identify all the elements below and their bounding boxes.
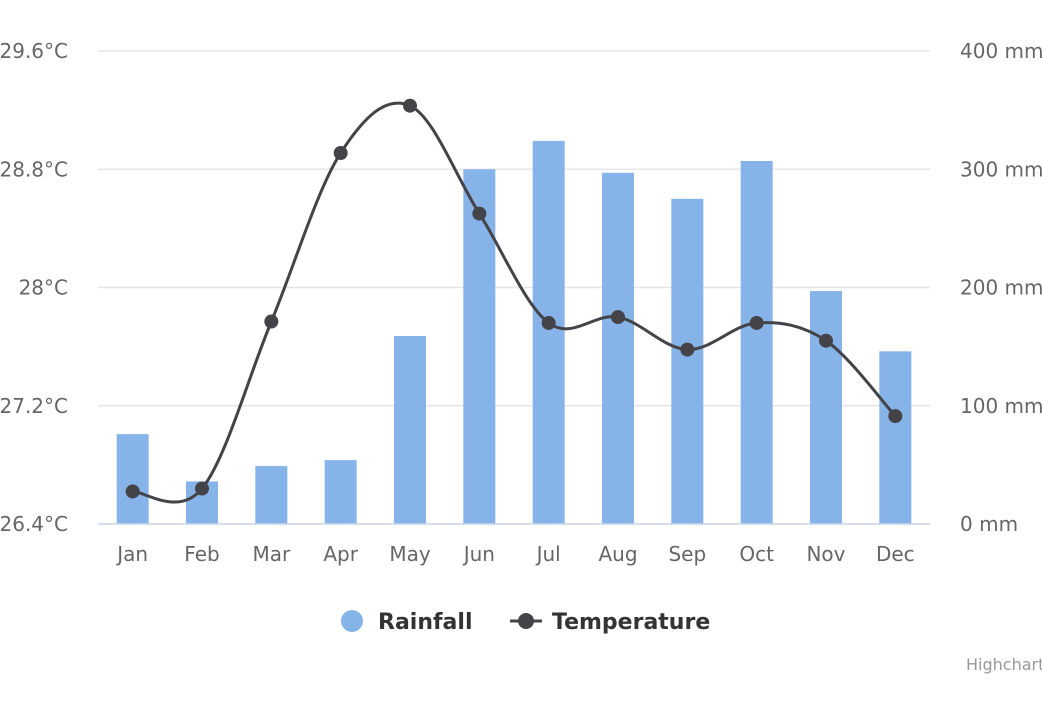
temperature-point bbox=[611, 310, 625, 325]
x-tick-label: Jan bbox=[115, 542, 148, 566]
rainfall-bar bbox=[602, 172, 634, 525]
temperature-point bbox=[195, 481, 209, 496]
rainfall-bar bbox=[879, 351, 912, 524]
temperature-spline bbox=[132, 101, 897, 504]
y-right-tick-label: 400 mm bbox=[960, 39, 1042, 63]
x-tick-label: Jun bbox=[462, 542, 495, 566]
y-left-tick-label: 29.6°C bbox=[0, 39, 68, 63]
temperature-point bbox=[819, 333, 833, 348]
legend[interactable]: Rainfall Temperature bbox=[341, 610, 710, 635]
x-tick-label: Aug bbox=[598, 542, 637, 566]
x-tick-label: Oct bbox=[739, 542, 774, 566]
y-right-tick-label: 300 mm bbox=[960, 157, 1042, 181]
y-right-tick-label: 100 mm bbox=[960, 394, 1042, 418]
x-tick-label: Jul bbox=[535, 542, 561, 566]
temperature-point bbox=[541, 315, 556, 330]
temperature-point bbox=[749, 315, 764, 330]
temperature-line bbox=[125, 98, 903, 504]
x-tick-label: Feb bbox=[184, 542, 219, 566]
x-tick-label: Dec bbox=[876, 542, 915, 566]
rainfall-bar bbox=[324, 460, 357, 524]
temperature-point bbox=[264, 314, 279, 329]
y-right-tick-label: 200 mm bbox=[960, 276, 1042, 300]
rainfall-bar bbox=[532, 140, 565, 524]
temperature-point bbox=[680, 342, 695, 357]
legend-label-rainfall: Rainfall bbox=[378, 610, 473, 635]
temperature-point bbox=[125, 484, 140, 499]
rainfall-bar bbox=[740, 160, 773, 524]
rainfall-bar bbox=[671, 198, 704, 524]
y-left-tick-label: 28.8°C bbox=[0, 157, 68, 181]
temperature-point bbox=[888, 409, 903, 424]
rainfall-bars bbox=[116, 140, 912, 525]
legend-item-rainfall[interactable]: Rainfall bbox=[341, 610, 473, 635]
rainfall-bar bbox=[116, 434, 149, 524]
y-left-tick-label: 26.4°C bbox=[0, 512, 68, 536]
x-tick-label: Sep bbox=[668, 542, 706, 566]
rainfall-bar bbox=[463, 169, 496, 524]
y-left-tick-label: 27.2°C bbox=[0, 394, 68, 418]
rainfall-bar bbox=[810, 291, 842, 524]
axes: 29.6°C 28.8°C 28°C 27.2°C 26.4°C 400 mm 300 mm… bbox=[0, 39, 1042, 566]
rainfall-bar bbox=[394, 335, 426, 524]
x-tick-label: Apr bbox=[323, 542, 358, 566]
y-left-tick-label: 28°C bbox=[19, 276, 68, 300]
legend-item-temperature[interactable]: Temperature bbox=[510, 610, 710, 635]
credits-link[interactable]: Highcharts.com bbox=[966, 655, 1042, 674]
temperature-point bbox=[472, 206, 487, 221]
temperature-point bbox=[333, 145, 348, 160]
legend-symbol-temperature bbox=[518, 613, 534, 629]
x-tick-label: May bbox=[389, 542, 431, 566]
y-right-tick-label: 0 mm bbox=[960, 512, 1018, 536]
legend-label-temperature: Temperature bbox=[552, 610, 710, 635]
x-tick-label: Nov bbox=[806, 542, 845, 566]
x-tick-label: Mar bbox=[252, 542, 291, 566]
legend-symbol-rainfall bbox=[341, 610, 363, 632]
temperature-point bbox=[403, 98, 417, 113]
rainfall-bar bbox=[255, 466, 288, 524]
